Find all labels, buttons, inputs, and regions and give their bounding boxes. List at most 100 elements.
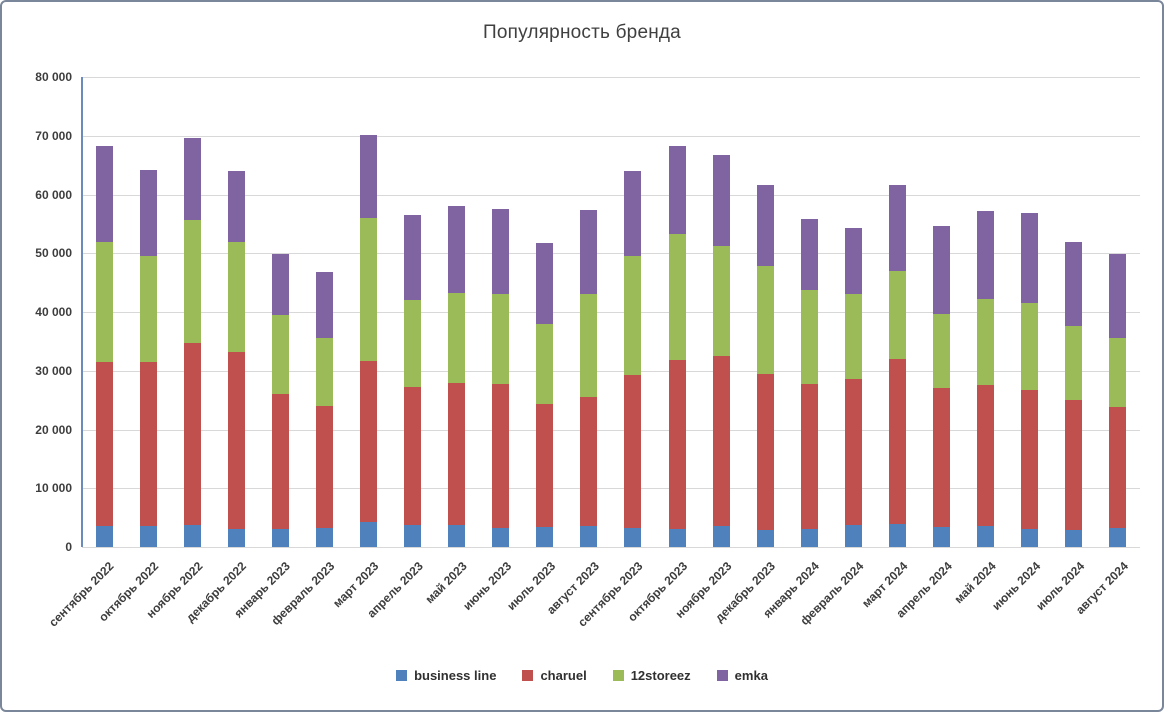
stacked-bar — [1109, 254, 1127, 547]
bar-segment-charuel — [492, 383, 510, 528]
bar-slot — [964, 77, 1008, 547]
gridline — [82, 135, 1140, 137]
bar-segment-12storeez — [756, 266, 774, 374]
legend-item-business-line: business line — [396, 668, 496, 683]
stacked-bar — [183, 137, 201, 547]
bar-segment-emka — [448, 206, 466, 294]
bar-segment-12storeez — [1021, 303, 1039, 390]
bar-segment-business-line — [800, 529, 818, 547]
bar-segment-business-line — [933, 527, 951, 547]
bar-segment-charuel — [227, 351, 245, 530]
bar-slot — [435, 77, 479, 547]
legend-label: business line — [414, 668, 497, 683]
bar-slot — [567, 77, 611, 547]
bar-slot — [170, 77, 214, 547]
bar-segment-emka — [536, 243, 554, 324]
bar-segment-12storeez — [315, 338, 333, 407]
legend-item-emka: emka — [716, 668, 768, 683]
legend-swatch — [396, 670, 408, 681]
gridline — [82, 194, 1140, 196]
gridline — [82, 488, 1140, 490]
bar-segment-charuel — [933, 388, 951, 528]
stacked-bar — [227, 171, 245, 547]
bar-segment-charuel — [360, 360, 377, 523]
bar-segment-emka — [1109, 254, 1127, 339]
bar-segment-business-line — [536, 527, 554, 547]
legend-label: 12storeez — [630, 668, 691, 683]
bar-slot — [346, 77, 390, 547]
y-tick-label: 40 000 — [35, 305, 72, 319]
bar-segment-emka — [227, 171, 245, 242]
bar-slot — [523, 77, 567, 547]
bar-segment-business-line — [1021, 528, 1039, 547]
stacked-bar — [448, 206, 466, 547]
bar-slot — [611, 77, 655, 547]
stacked-bar — [580, 210, 598, 547]
bar-segment-business-line — [756, 529, 774, 547]
y-tick-label: 70 000 — [35, 128, 72, 143]
stacked-bar — [360, 134, 377, 547]
bar-slot — [919, 77, 963, 547]
stacked-bar — [888, 185, 906, 547]
bar-slot — [743, 77, 787, 547]
bar-segment-12storeez — [271, 314, 289, 395]
gridline — [82, 253, 1140, 255]
bar-segment-business-line — [227, 529, 245, 547]
bar-segment-charuel — [448, 382, 466, 526]
bar-segment-emka — [271, 254, 289, 315]
gridlines — [82, 77, 1140, 548]
y-tick-label: 30 000 — [35, 363, 72, 378]
stacked-bar — [404, 215, 422, 547]
bar-segment-emka — [1021, 213, 1039, 304]
stacked-bar — [139, 169, 157, 547]
bar-segment-emka — [712, 155, 730, 246]
bar-segment-12storeez — [536, 323, 554, 405]
bar-slot — [258, 77, 302, 547]
bar-segment-charuel — [844, 378, 862, 526]
legend-item-12storeez: 12storeez — [612, 668, 691, 683]
bar-segment-emka — [668, 146, 686, 235]
bar-segment-charuel — [315, 406, 333, 529]
bar-segment-charuel — [888, 359, 906, 525]
bar-slot — [479, 77, 523, 547]
chart-title: Популярность бренда — [483, 22, 681, 43]
bar-segment-charuel — [756, 373, 774, 530]
bar-segment-emka — [580, 210, 598, 295]
bar-segment-12storeez — [492, 294, 510, 384]
bar-segment-charuel — [95, 361, 113, 527]
bar-segment-emka — [139, 169, 157, 257]
bar-slot — [875, 77, 919, 547]
y-tick-label: 0 — [65, 540, 72, 554]
bars-layer — [82, 77, 1140, 547]
stacked-bar — [977, 210, 995, 547]
bar-slot — [302, 77, 346, 547]
bar-segment-business-line — [315, 528, 333, 547]
bar-slot — [391, 77, 435, 547]
bar-segment-emka — [1065, 241, 1083, 326]
y-tick-label: 10 000 — [35, 481, 72, 496]
bar-segment-emka — [977, 210, 995, 300]
bar-segment-charuel — [404, 386, 422, 526]
bar-segment-12storeez — [183, 219, 201, 344]
bar-segment-12storeez — [800, 290, 818, 384]
bar-segment-charuel — [183, 343, 201, 526]
stacked-bar — [315, 272, 333, 547]
stacked-bar — [492, 209, 510, 547]
stacked-bar — [1065, 241, 1083, 547]
bar-segment-business-line — [712, 526, 730, 547]
bar-segment-emka — [404, 215, 422, 301]
legend-label: charuel — [540, 668, 587, 683]
gridline — [82, 370, 1140, 372]
legend-label: emka — [734, 668, 768, 683]
bar-segment-12storeez — [933, 313, 951, 389]
bar-slot — [82, 77, 126, 547]
bar-segment-charuel — [668, 359, 686, 530]
bar-segment-business-line — [448, 525, 466, 547]
legend: business line charuel 12storeez emka — [2, 668, 1162, 683]
gridline — [82, 429, 1140, 431]
y-tick-label: 60 000 — [35, 187, 72, 202]
y-tick-label: 80 000 — [35, 70, 72, 84]
bar-segment-12storeez — [844, 294, 862, 379]
legend-swatch — [612, 670, 624, 681]
